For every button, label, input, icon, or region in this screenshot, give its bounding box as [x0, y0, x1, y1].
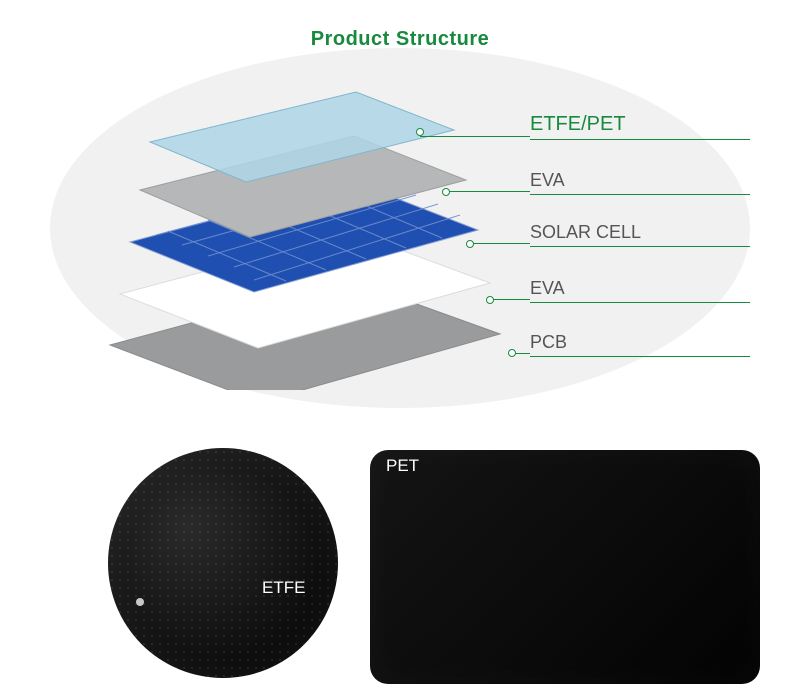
leader-line: [470, 243, 530, 244]
diagram-title: Product Structure: [0, 28, 800, 51]
leader-dot: [508, 349, 516, 357]
leader-line: [446, 191, 530, 192]
layers-exploded: [90, 70, 520, 390]
layer-label-etfe_pet: ETFE/PET: [530, 113, 750, 140]
etfe-punch-hole: [136, 598, 144, 606]
etfe-sample-circle: ETFE: [108, 448, 338, 678]
leader-dot: [466, 240, 474, 248]
leader-line: [490, 299, 530, 300]
layer-label-pcb: PCB: [530, 332, 750, 357]
leader-dot: [442, 188, 450, 196]
leader-dot: [486, 296, 494, 304]
structure-diagram: Product Structure: [0, 0, 800, 430]
leader-line: [420, 136, 530, 137]
layer-label-eva_top: EVA: [530, 170, 750, 195]
pet-sample-rect: PET: [370, 450, 760, 684]
leader-dot: [416, 128, 424, 136]
etfe-sample-label: ETFE: [262, 578, 305, 598]
pet-sample-label: PET: [386, 456, 419, 476]
layer-label-solar_cell: SOLAR CELL: [530, 222, 750, 247]
layer-label-eva_bot: EVA: [530, 278, 750, 303]
